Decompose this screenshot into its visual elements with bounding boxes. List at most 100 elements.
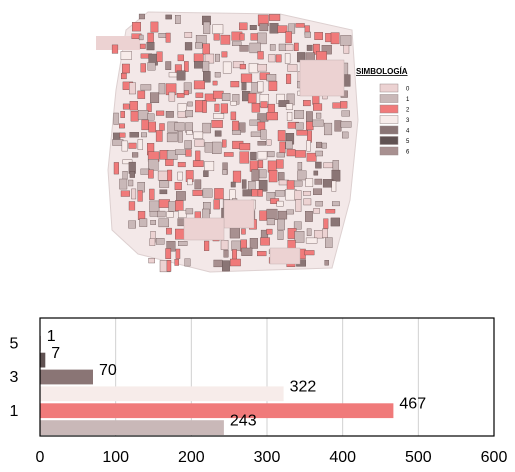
map-block-281 [297,170,307,181]
map-block-388 [178,241,188,246]
map-block-278 [259,169,267,179]
map-block-50 [306,44,313,51]
chart-bars [40,335,394,435]
map-block-81 [248,63,259,74]
y-tick-label-5: 5 [10,336,19,353]
map-block-259 [258,160,264,169]
bar-1 [40,403,394,419]
map-block-60 [204,53,215,64]
map-block-275 [222,169,228,175]
map-block-378 [266,228,273,235]
legend-items: 0 1 2 3 4 5 6 [379,83,410,156]
map-block-355 [128,220,136,229]
map-block-36 [340,35,352,46]
map-block-394 [260,237,270,246]
map-block-228 [285,140,293,150]
map-block-415 [222,260,230,272]
map-block-8 [203,21,211,34]
map-block-201 [177,131,183,143]
map-block-139 [129,101,138,111]
map-block-177 [148,121,156,133]
map-block-375 [229,227,240,239]
map-block-11 [249,25,257,30]
map-block-333 [295,199,302,212]
bar-0 [40,420,224,435]
value-label-0: 243 [230,412,257,429]
map-block-203 [193,131,204,139]
map-block-212 [342,131,349,139]
map-block-309 [202,188,213,198]
map-block-304 [137,190,143,202]
map-block-353 [313,208,320,214]
map-block-254 [177,162,186,168]
map-block-43 [232,41,242,46]
map-block-351 [286,209,294,215]
map-block-64 [268,54,276,63]
map-block-110 [212,80,218,86]
map-block-76 [194,61,203,69]
value-label-4: 7 [51,345,60,362]
map-block-30 [257,32,267,45]
map-block-413 [184,258,191,267]
map-block-159 [130,111,139,122]
map-legend: SIMBOLOGÍA 0 1 2 3 4 5 6 [356,67,410,156]
y-tick-label-1: 1 [10,403,19,420]
map-block-356 [139,218,148,227]
map-block-297 [293,180,303,187]
map-block-250 [122,159,133,165]
map-block-414 [213,259,223,268]
map-block-221 [212,141,222,154]
map-block-390 [220,240,229,250]
map-block-237 [185,149,192,157]
plot-frame [39,317,495,437]
map-block-146 [220,103,228,114]
map-block-285 [128,179,134,187]
map-block-230 [316,141,322,149]
legend-swatch-4 [379,125,399,135]
legend-title: SIMBOLOGÍA [356,67,408,76]
map-block-185 [238,122,246,133]
map-block-90 [176,70,186,81]
bar-4 [40,352,46,368]
map-block-153 [303,100,311,107]
x-tick-label-300: 300 [254,449,281,466]
map-block-105 [140,84,152,91]
map-block-193 [334,120,342,132]
map-block-205 [232,130,241,135]
map-block-16 [295,23,305,28]
map-block-184 [232,120,239,132]
map-block-197 [129,132,139,138]
map-block-399 [175,248,181,259]
map-block-6 [132,22,141,32]
map-block-370 [166,227,172,235]
map-block-122 [176,93,185,98]
map-block-314 [257,189,263,197]
map-block-420 [324,260,329,266]
map-block-57 [156,51,163,62]
map-block-389 [204,240,210,251]
map-block-96 [286,73,292,84]
map-block-277 [251,169,260,181]
map-block-77 [202,61,210,72]
legend-swatch-5 [379,136,399,145]
map-block-300 [322,179,334,188]
map-street-arm [96,36,140,50]
map-block-121 [168,91,176,102]
y-tick-label-3: 3 [10,369,19,386]
map-block-91 [203,71,211,83]
map-block-92 [214,72,221,78]
map-block-320 [313,188,322,195]
legend-label-2: 2 [406,108,410,114]
map-block-364 [266,218,275,226]
map-block-342 [185,208,194,215]
urban-block-map: SIMBOLOGÍA 0 1 2 3 4 5 6 [96,11,410,273]
map-blocks [111,13,352,273]
legend-label-0: 0 [406,87,410,93]
map-block-5 [269,14,281,21]
map-block-174 [341,110,350,117]
map-block-23 [184,32,193,38]
map-block-327 [213,199,220,210]
legend-swatch-6 [379,146,399,156]
map-block-82 [257,64,267,72]
map-block-272 [177,171,183,181]
